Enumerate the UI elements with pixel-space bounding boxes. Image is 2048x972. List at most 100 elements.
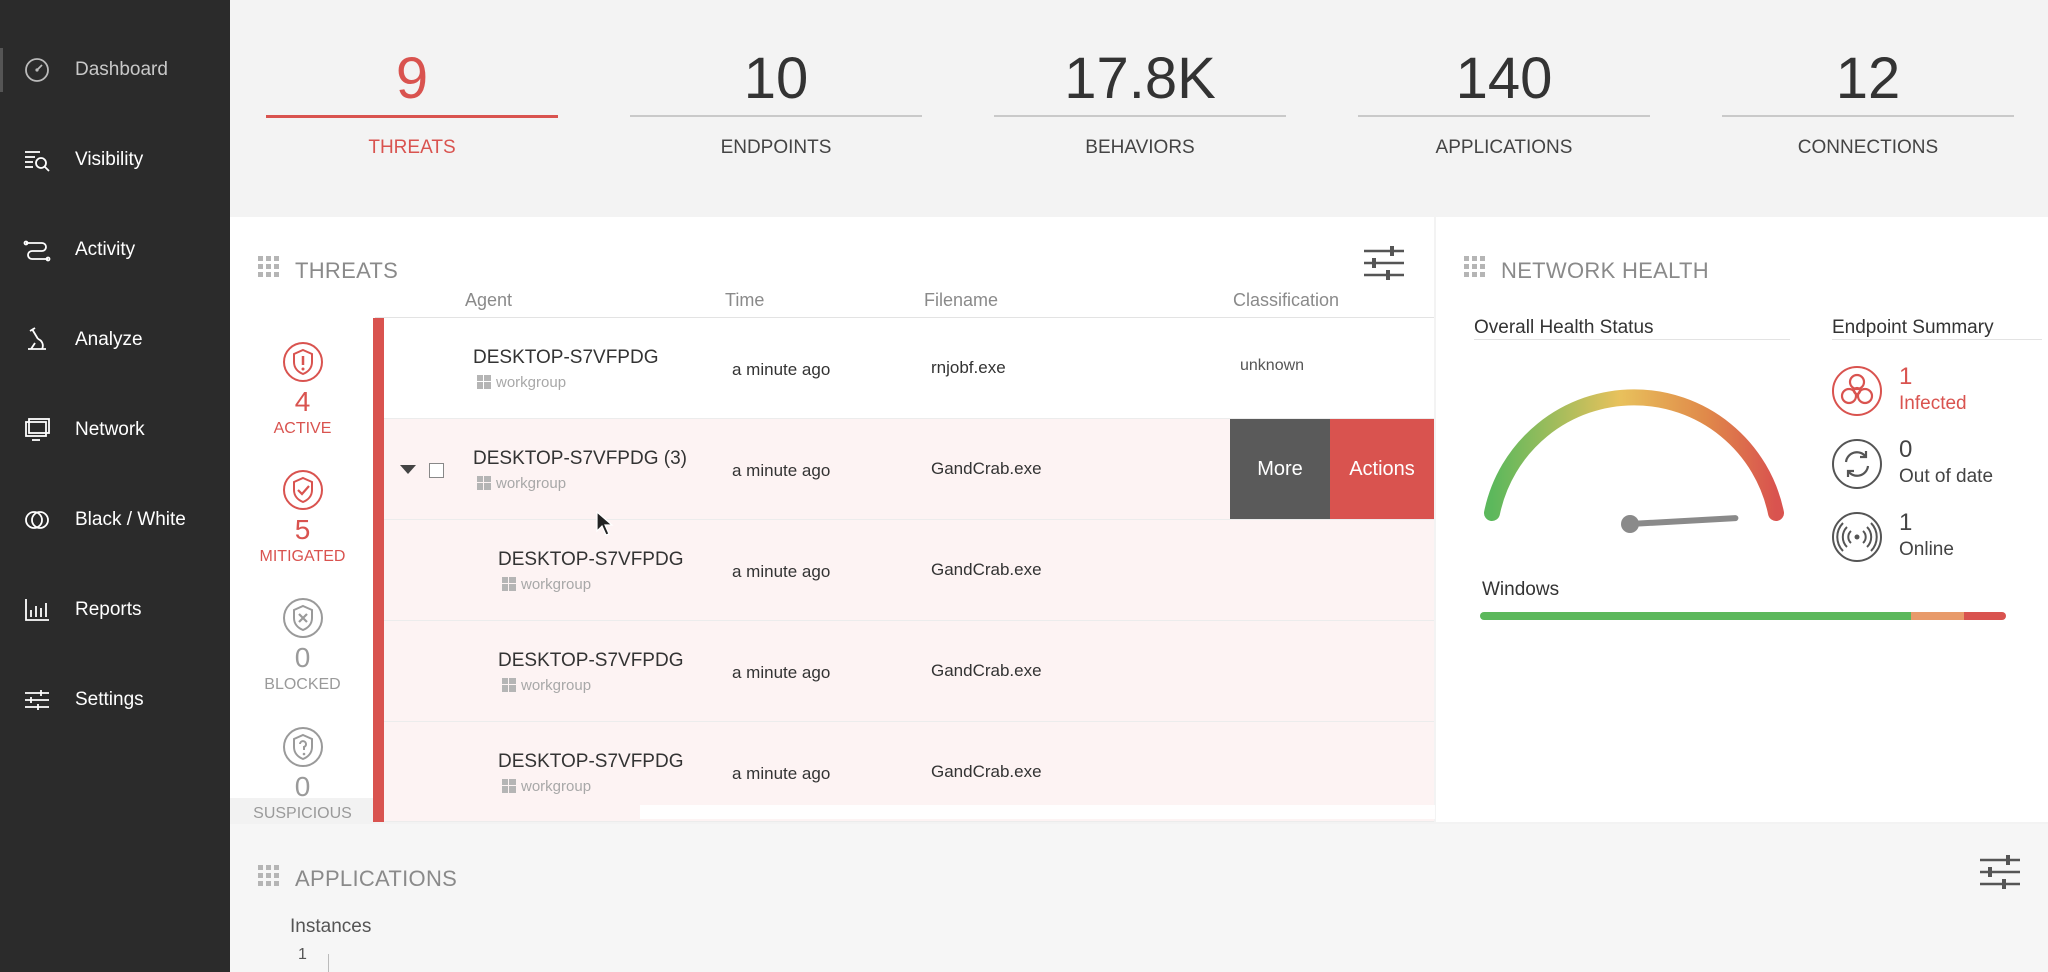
divider xyxy=(1474,339,1790,340)
agent-name: DESKTOP-S7VFPDG xyxy=(498,549,684,570)
group-label: workgroup xyxy=(521,778,592,795)
axis-tick: 1 xyxy=(298,946,307,963)
status-label: ACTIVE xyxy=(273,420,332,437)
status-active[interactable]: 4 ACTIVE xyxy=(230,340,375,438)
panel-title: APPLICATIONS xyxy=(295,866,458,891)
black-white-icon xyxy=(25,511,49,529)
stat-underline xyxy=(630,115,922,117)
endpoint-count: 0 xyxy=(1899,436,1913,463)
sidebar: Dashboard Visibility Activity Analyze Ne… xyxy=(0,0,230,972)
threat-time: a minute ago xyxy=(732,663,831,682)
health-gauge xyxy=(1484,389,1784,533)
status-mitigated[interactable]: 5 MITIGATED xyxy=(230,468,375,566)
shield-x-icon xyxy=(282,598,323,638)
sidebar-item-reports[interactable]: Reports xyxy=(0,580,230,640)
grid-icon[interactable] xyxy=(1463,255,1487,279)
expand-caret-icon[interactable] xyxy=(400,465,416,474)
sidebar-item-dashboard[interactable]: Dashboard xyxy=(0,40,230,100)
status-label: BLOCKED xyxy=(264,676,341,693)
endpoint-count: 1 xyxy=(1899,363,1913,390)
stat-connections[interactable]: 12 CONNECTIONS xyxy=(1722,0,2014,215)
divider xyxy=(375,317,1434,318)
column-header-classification[interactable]: Classification xyxy=(1233,290,1340,310)
stat-value: 10 xyxy=(743,46,809,111)
horizontal-scrollbar[interactable] xyxy=(640,805,1435,819)
agent-name: DESKTOP-S7VFPDG xyxy=(498,650,684,671)
filter-settings-icon[interactable] xyxy=(1362,243,1406,283)
stat-applications[interactable]: 140 APPLICATIONS xyxy=(1358,0,1650,215)
microscope-icon xyxy=(28,327,46,350)
visibility-icon xyxy=(25,151,50,172)
threat-time: a minute ago xyxy=(732,562,831,581)
filter-settings-icon[interactable] xyxy=(1978,852,2022,892)
gauge-hub xyxy=(1621,515,1639,533)
table-row[interactable]: DESKTOP-S7VFPDG workgroup a minute ago r… xyxy=(384,318,1434,419)
column-header-time[interactable]: Time xyxy=(725,290,765,310)
os-label: Windows xyxy=(1482,579,1560,600)
stat-value: 140 xyxy=(1455,46,1553,111)
gauge-needle xyxy=(1627,515,1739,527)
endpoint-count: 1 xyxy=(1899,509,1913,536)
stat-behaviors[interactable]: 17.8K BEHAVIORS xyxy=(994,0,1286,215)
threats-panel: THREATS Agent Time Filename Classificati… xyxy=(230,217,1435,922)
sidebar-item-settings[interactable]: Settings xyxy=(0,670,230,730)
column-header-filename[interactable]: Filename xyxy=(924,290,999,310)
sidebar-item-label: Reports xyxy=(75,599,142,620)
group-label: workgroup xyxy=(521,677,592,694)
stat-label: CONNECTIONS xyxy=(1797,137,1939,158)
grid-icon[interactable] xyxy=(257,864,281,888)
sidebar-item-analyze[interactable]: Analyze xyxy=(0,310,230,370)
windows-icon xyxy=(502,678,516,692)
sidebar-item-network[interactable]: Network xyxy=(0,400,230,460)
endpoint-label: Infected xyxy=(1899,393,1967,414)
windows-icon xyxy=(477,476,491,490)
threat-filename: rnjobf.exe xyxy=(931,358,1006,377)
sidebar-item-label: Analyze xyxy=(75,329,143,350)
sidebar-item-visibility[interactable]: Visibility xyxy=(0,130,230,190)
endpoint-label: Out of date xyxy=(1899,466,1994,487)
agent-group: workgroup xyxy=(502,778,591,795)
gauge-arc xyxy=(1484,389,1784,521)
stats-bar: 9 THREATS 10 ENDPOINTS 17.8K BEHAVIORS 1… xyxy=(230,0,2048,215)
activity-icon xyxy=(23,240,51,262)
signal-icon xyxy=(1832,512,1882,562)
status-label: MITIGATED xyxy=(259,548,346,565)
grid-icon[interactable] xyxy=(257,255,281,279)
agent-group: workgroup xyxy=(477,475,566,492)
threat-filename: GandCrab.exe xyxy=(931,661,1042,680)
sidebar-item-label: Network xyxy=(75,419,145,440)
more-button[interactable]: More xyxy=(1230,419,1330,519)
axis-line xyxy=(328,954,329,972)
table-row-expanded[interactable]: DESKTOP-S7VFPDG (3) workgroup a minute a… xyxy=(384,419,1434,520)
sidebar-item-black-white[interactable]: Black / White xyxy=(0,490,230,550)
stat-threats[interactable]: 9 THREATS xyxy=(266,0,558,215)
stat-value: 9 xyxy=(395,46,429,111)
threat-filename: GandCrab.exe xyxy=(931,762,1042,781)
mouse-cursor-icon xyxy=(596,511,614,536)
row-checkbox[interactable] xyxy=(429,463,444,478)
divider xyxy=(1832,339,2042,340)
monitor-icon xyxy=(25,418,50,441)
stat-value: 17.8K xyxy=(1064,46,1216,111)
refresh-icon xyxy=(1832,439,1882,489)
dashboard-icon xyxy=(25,58,49,82)
sidebar-item-activity[interactable]: Activity xyxy=(0,220,230,280)
status-count: 4 xyxy=(294,386,311,417)
threat-time: a minute ago xyxy=(732,764,831,783)
table-row[interactable]: DESKTOP-S7VFPDG workgroup a minute ago G… xyxy=(384,621,1434,722)
panel-title: THREATS xyxy=(295,258,399,283)
agent-name: DESKTOP-S7VFPDG xyxy=(498,751,684,772)
table-row[interactable]: DESKTOP-S7VFPDG workgroup a minute ago G… xyxy=(384,520,1434,621)
endpoint-summary-label: Endpoint Summary xyxy=(1832,317,1994,338)
os-bar-infected xyxy=(1963,612,2006,620)
status-blocked[interactable]: 0 BLOCKED xyxy=(230,596,375,694)
stat-endpoints[interactable]: 10 ENDPOINTS xyxy=(630,0,922,215)
status-suspicious[interactable]: 0 SUSPICIOUS xyxy=(230,725,375,823)
group-label: workgroup xyxy=(521,576,592,593)
sliders-icon xyxy=(25,690,49,710)
status-count: 0 xyxy=(294,642,311,673)
actions-button[interactable]: Actions xyxy=(1330,419,1434,519)
column-header-agent[interactable]: Agent xyxy=(465,290,513,310)
agent-group: workgroup xyxy=(477,374,566,391)
windows-icon xyxy=(477,375,491,389)
